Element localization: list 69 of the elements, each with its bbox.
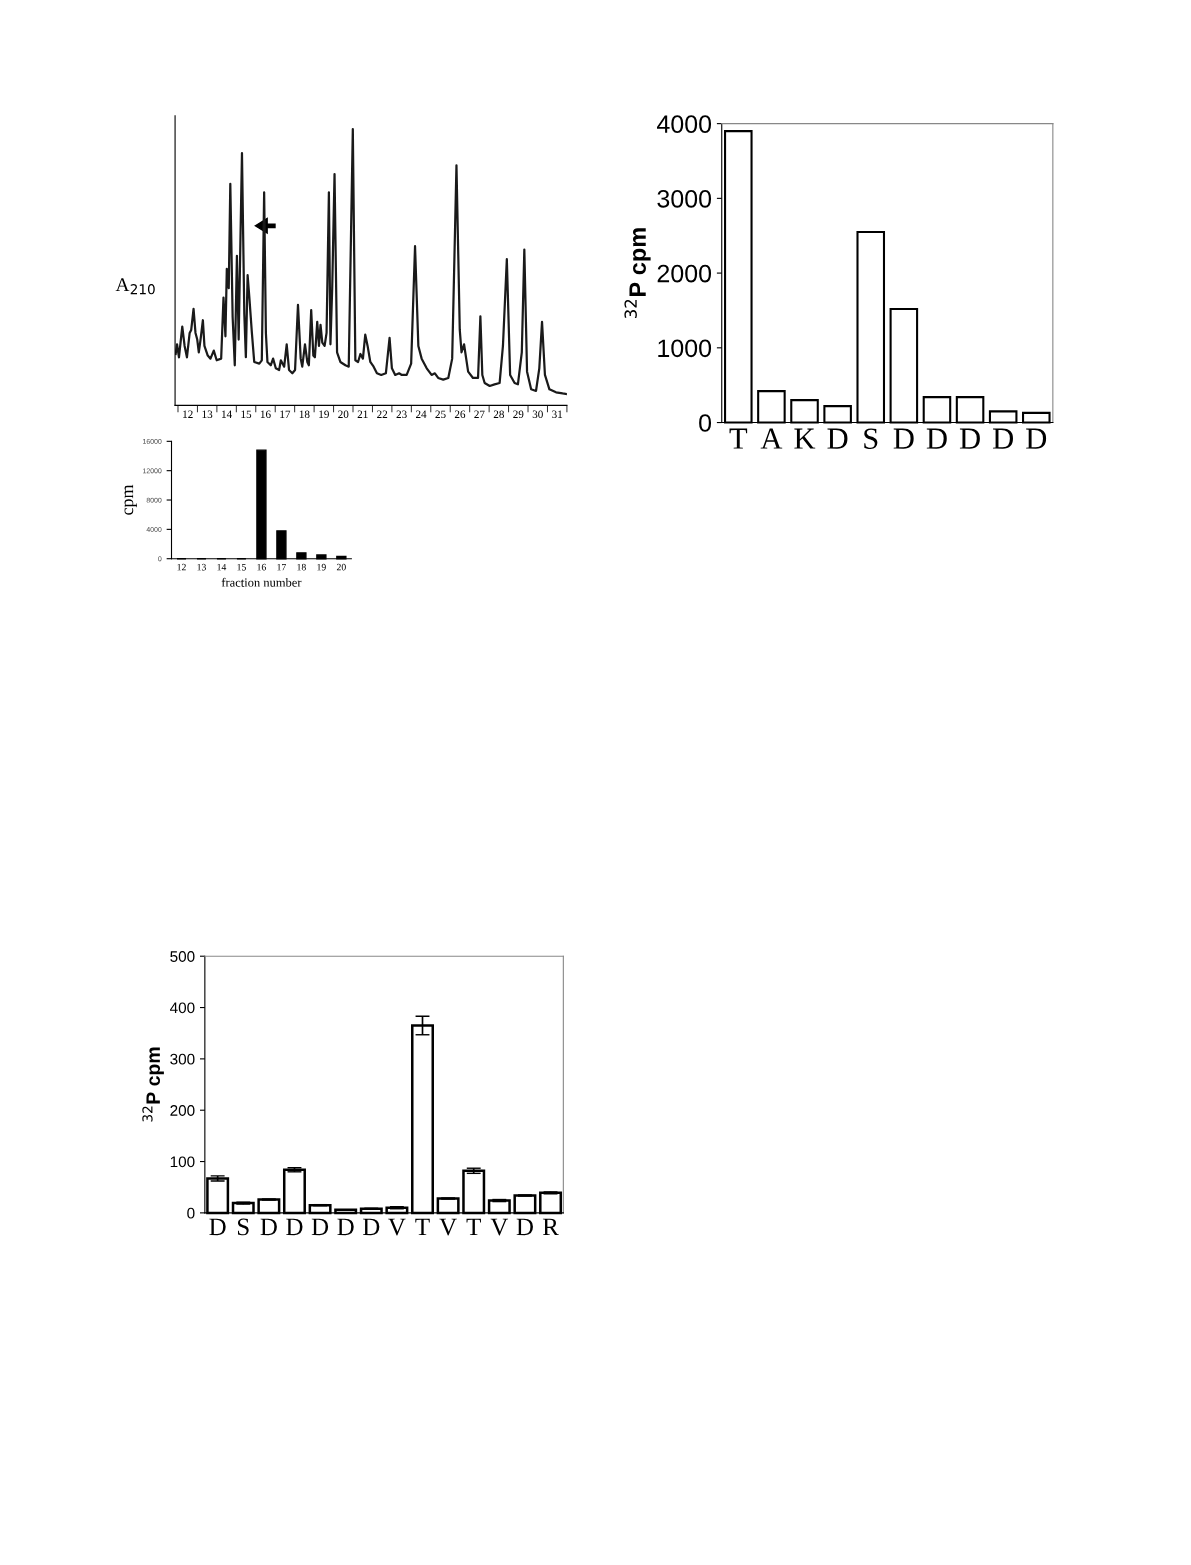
x-tick-label: 12	[177, 563, 186, 571]
y-tick-label: 1000	[658, 339, 712, 358]
x-tick-label: 13	[197, 563, 206, 571]
y-tick-label: 2000	[657, 264, 712, 283]
x-tick-label: 13	[202, 410, 213, 419]
x-tick-label: 25	[435, 410, 446, 419]
x-tick-label: 30	[532, 410, 543, 419]
x-tick-label: D	[516, 1218, 533, 1236]
x-tick-label: R	[542, 1218, 559, 1236]
y-axis-title: $^{32}$P cpm	[624, 228, 651, 318]
y-tick-label: 500	[170, 951, 195, 962]
y-tick-label: 0	[699, 414, 712, 432]
x-tick-label: 21	[357, 410, 368, 418]
x-tick-label: D	[993, 428, 1013, 449]
x-tick-label: S	[237, 1218, 249, 1236]
x-tick-label: D	[311, 1218, 329, 1236]
y-tick-label: 3000	[657, 189, 712, 208]
x-tick-label: 26	[454, 410, 466, 419]
x-tick-label: V	[490, 1218, 509, 1236]
x-tick-label: 20	[336, 563, 346, 571]
y-tick-label: 200	[170, 1105, 195, 1116]
y-axis-title: $^{32}$P cpm	[142, 1047, 164, 1122]
x-tick-label: 27	[474, 410, 485, 418]
y-tick-label: 300	[170, 1053, 195, 1065]
x-tick-label: D	[286, 1218, 303, 1236]
y-axis-title: cpm	[124, 484, 137, 515]
x-tick-label: 29	[513, 410, 524, 419]
x-tick-label: D	[893, 428, 914, 449]
y-tick-label: 0	[187, 1207, 195, 1219]
x-tick-label: T	[415, 1218, 430, 1236]
x-tick-label: D	[827, 428, 848, 449]
x-tick-label: 17	[280, 410, 291, 418]
x-tick-label: 15	[241, 410, 252, 419]
x-tick-label: D	[959, 428, 980, 449]
x-tick-label: D	[1026, 428, 1047, 449]
x-tick-label: 19	[319, 410, 329, 419]
x-tick-label: K	[794, 428, 816, 449]
x-tick-label: 17	[277, 563, 286, 571]
x-tick-label: 31	[552, 410, 563, 419]
x-tick-label: 24	[416, 410, 427, 418]
x-tick-label: D	[362, 1218, 380, 1236]
y-tick-label: 4000	[656, 115, 712, 133]
x-tick-label: D	[260, 1218, 277, 1236]
x-tick-label: 18	[297, 563, 306, 571]
x-tick-label: T	[729, 428, 748, 449]
x-tick-label: 16	[257, 563, 266, 571]
x-tick-label: 12	[183, 410, 193, 418]
x-tick-label: 14	[217, 563, 227, 571]
x-tick-label: A	[760, 428, 783, 449]
x-tick-label: 18	[299, 410, 310, 419]
x-tick-label: D	[209, 1218, 226, 1236]
x-tick-label: 15	[237, 563, 246, 571]
y-tick-label: 400	[169, 1002, 195, 1014]
x-tick-label: 16	[260, 410, 271, 419]
x-tick-label: V	[439, 1218, 457, 1236]
x-tick-label: V	[388, 1218, 406, 1236]
x-tick-label: S	[864, 428, 878, 449]
y-tick-label: 100	[170, 1156, 195, 1168]
x-tick-label: 20	[338, 410, 349, 419]
y-axis-title: A$_{210}$	[115, 278, 155, 295]
x-tick-label: T	[466, 1218, 481, 1236]
x-tick-label: 19	[317, 563, 326, 571]
x-tick-label: 28	[493, 410, 504, 419]
x-axis-title: fraction number	[221, 577, 302, 587]
x-tick-label: 14	[222, 410, 232, 418]
x-tick-label: D	[337, 1218, 354, 1236]
x-tick-label: 23	[396, 410, 407, 419]
x-tick-label: D	[926, 428, 947, 449]
x-tick-label: 22	[377, 410, 388, 418]
